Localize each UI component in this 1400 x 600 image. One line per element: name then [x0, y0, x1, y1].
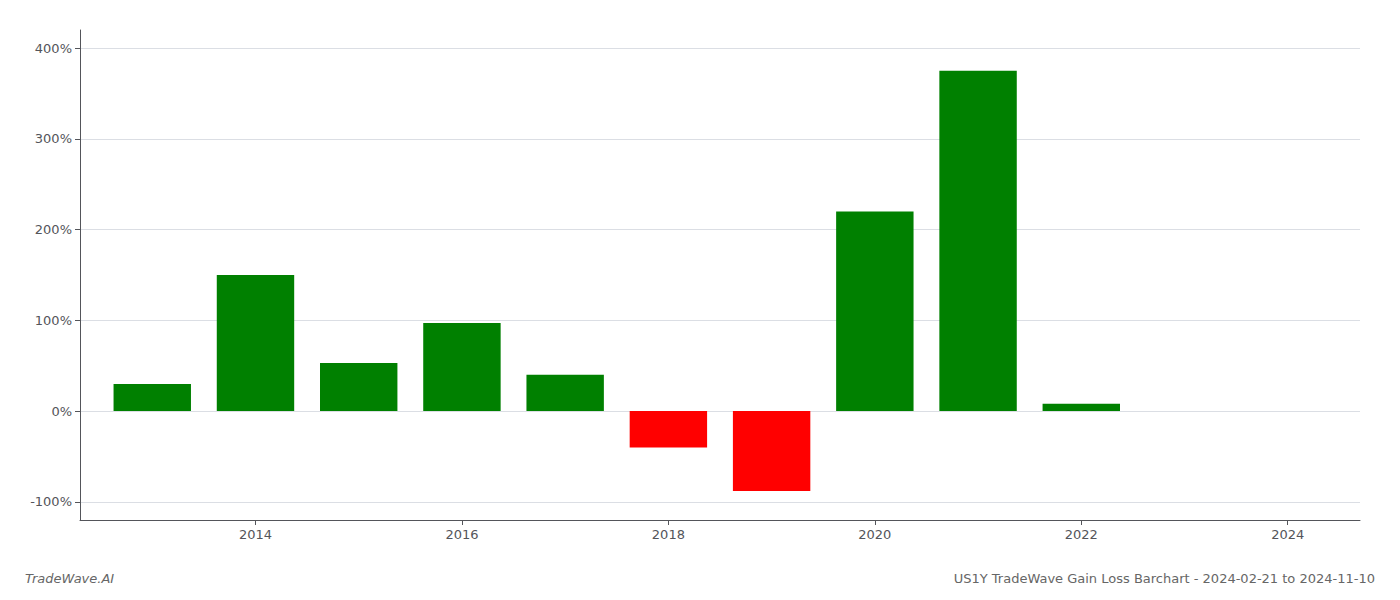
svg-text:2020: 2020	[858, 527, 891, 542]
svg-text:100%: 100%	[35, 313, 72, 328]
svg-text:300%: 300%	[35, 131, 72, 146]
svg-text:2018: 2018	[652, 527, 685, 542]
svg-text:2014: 2014	[239, 527, 272, 542]
svg-text:2016: 2016	[445, 527, 478, 542]
svg-text:2024: 2024	[1271, 527, 1304, 542]
svg-text:-100%: -100%	[30, 494, 72, 509]
svg-text:200%: 200%	[35, 222, 72, 237]
svg-text:2022: 2022	[1065, 527, 1098, 542]
svg-text:US1Y TradeWave Gain Loss Barch: US1Y TradeWave Gain Loss Barchart - 2024…	[954, 571, 1375, 586]
svg-text:0%: 0%	[51, 404, 72, 419]
svg-text:TradeWave.AI: TradeWave.AI	[25, 571, 114, 586]
svg-text:400%: 400%	[35, 41, 72, 56]
